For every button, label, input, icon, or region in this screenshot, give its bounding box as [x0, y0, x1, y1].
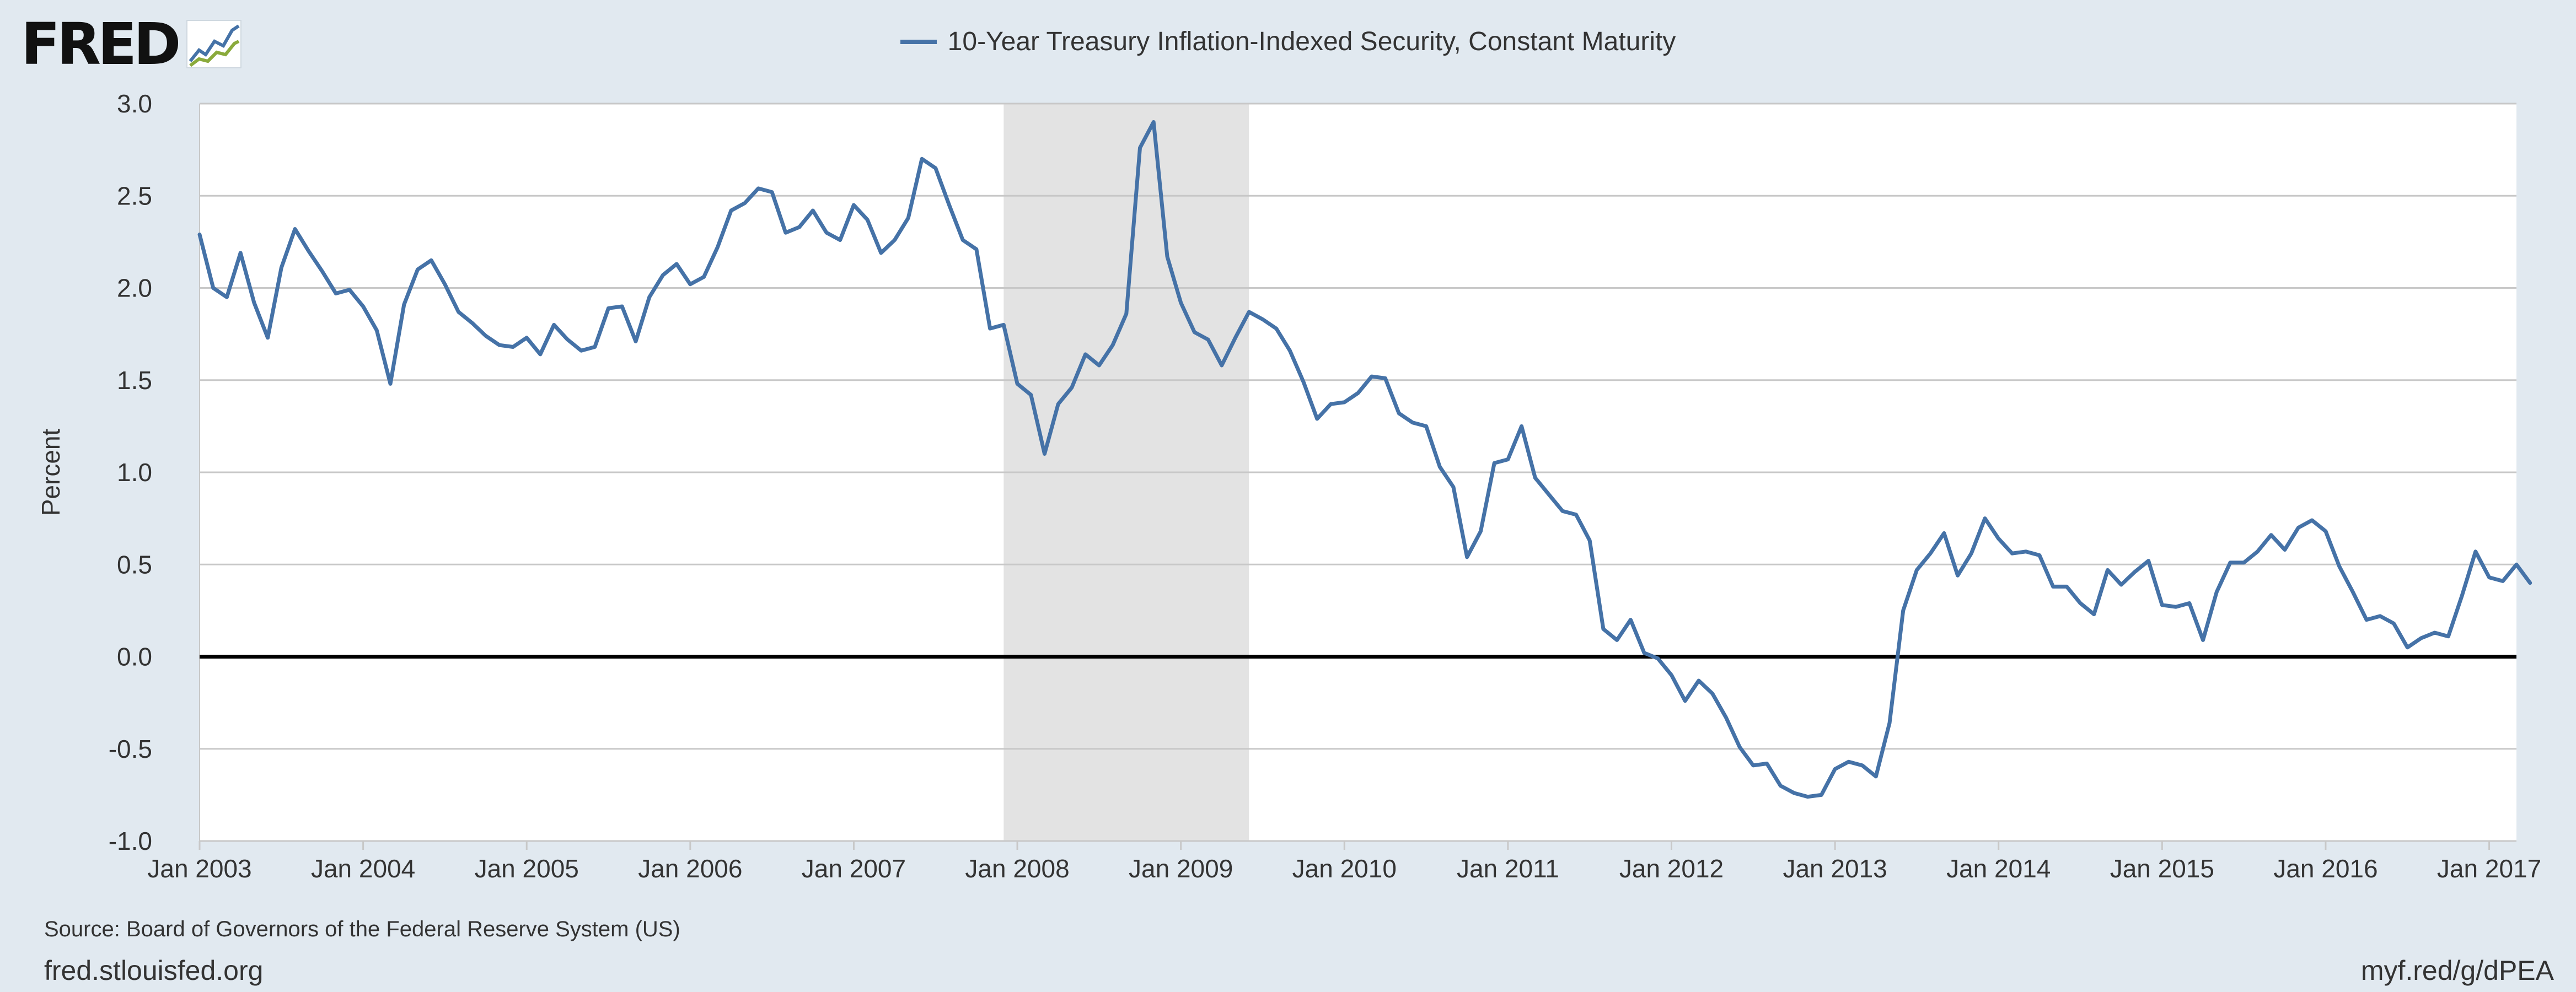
legend-series-label: 10-Year Treasury Inflation-Indexed Secur…: [947, 27, 1676, 56]
fred-logo-text: FRED: [21, 10, 181, 78]
x-tick-label: Jan 2003: [147, 854, 251, 883]
short-link[interactable]: myf.red/g/dPEA: [2360, 955, 2554, 986]
y-tick-label: 0.5: [117, 550, 152, 579]
x-tick-label: Jan 2013: [1783, 854, 1887, 883]
y-tick-label: 2.0: [117, 274, 152, 303]
x-tick-label: Jan 2014: [1946, 854, 2051, 883]
y-tick-label: 3.0: [117, 89, 152, 118]
line-chart-icon: [186, 20, 242, 68]
y-axis-label: Percent: [36, 429, 65, 516]
legend-series-swatch: [900, 39, 937, 44]
x-tick-label: Jan 2015: [2110, 854, 2214, 883]
y-tick-label: 1.5: [117, 366, 152, 395]
x-tick-label: Jan 2012: [1619, 854, 1724, 883]
chart-legend[interactable]: 10-Year Treasury Inflation-Indexed Secur…: [0, 26, 2576, 57]
x-tick-label: Jan 2011: [1457, 854, 1559, 883]
series-line: [197, 120, 2532, 799]
x-tick-label: Jan 2010: [1292, 854, 1397, 883]
y-tick-label: 1.0: [117, 458, 152, 487]
x-tick-label: Jan 2006: [638, 854, 742, 883]
x-tick-label: Jan 2016: [2273, 854, 2378, 883]
x-tick-label: Jan 2005: [475, 854, 579, 883]
x-tick-label: Jan 2007: [802, 854, 906, 883]
x-tick-label: Jan 2008: [965, 854, 1069, 883]
y-tick-label: 0.0: [117, 643, 152, 671]
x-tick-label: Jan 2017: [2437, 854, 2541, 883]
y-tick-label: -1.0: [109, 827, 152, 855]
x-tick-label: Jan 2004: [311, 854, 415, 883]
y-tick-label: -0.5: [109, 735, 152, 763]
source-note: Source: Board of Governors of the Federa…: [44, 917, 680, 941]
fred-logo[interactable]: FRED: [21, 10, 242, 78]
site-link[interactable]: fred.stlouisfed.org: [44, 955, 264, 986]
y-tick-label: 2.5: [117, 181, 152, 210]
x-tick-label: Jan 2009: [1129, 854, 1233, 883]
